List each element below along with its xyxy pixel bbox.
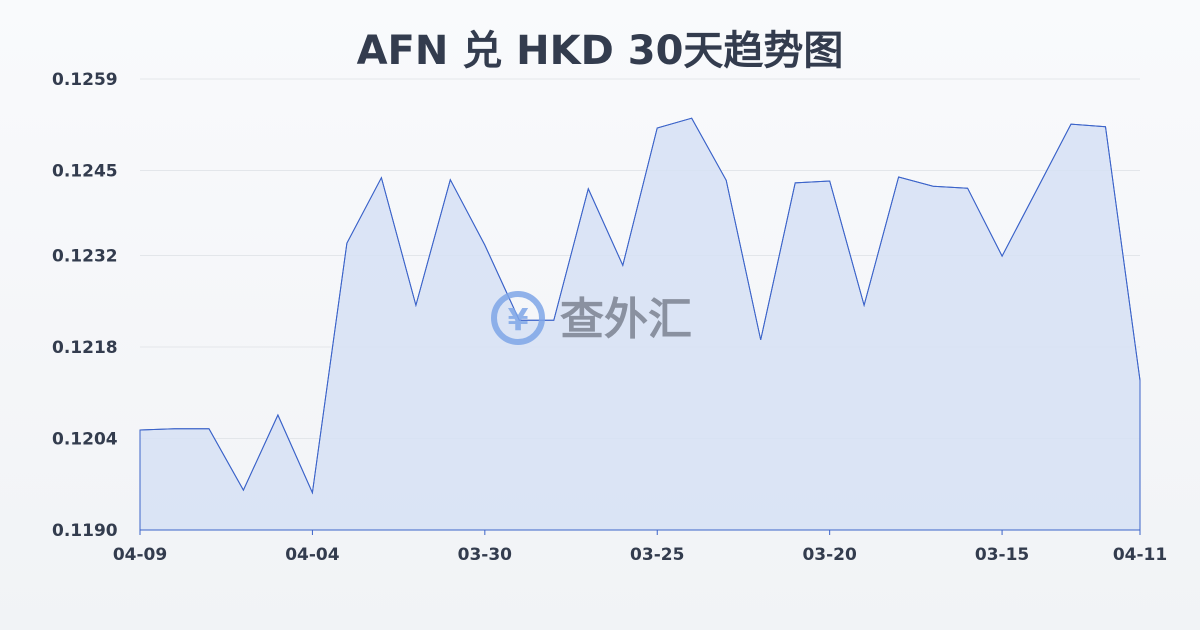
y-tick-label: 0.1232 <box>52 246 118 266</box>
watermark-logo-icon <box>491 291 545 345</box>
chart-title: AFN 兑 HKD 30天趋势图 <box>356 28 844 74</box>
y-tick-label: 0.1190 <box>52 521 118 541</box>
x-tick-label: 03-25 <box>630 545 684 565</box>
x-tick-label: 04-11 <box>1113 545 1167 565</box>
y-tick-label: 0.1259 <box>52 70 118 90</box>
watermark-text: 查外汇 <box>560 294 692 345</box>
y-tick-label: 0.1218 <box>52 338 118 358</box>
svg-text:¥: ¥ <box>508 303 529 338</box>
x-tick-label: 03-30 <box>458 545 513 565</box>
watermark: ¥ 查外汇 <box>491 291 692 345</box>
x-tick-label: 04-04 <box>285 545 340 565</box>
x-tick-label: 04-09 <box>113 545 167 565</box>
series-line <box>139 117 1141 495</box>
x-tick-label: 03-20 <box>802 545 857 565</box>
x-tick-label: 03-15 <box>975 545 1029 565</box>
y-tick-label: 0.1204 <box>52 429 118 449</box>
y-tick-label: 0.1245 <box>52 162 118 182</box>
